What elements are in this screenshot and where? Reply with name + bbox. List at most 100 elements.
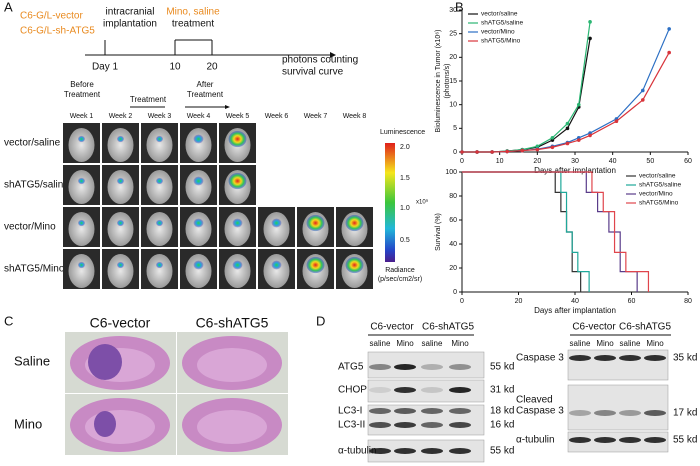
- mouse: [185, 128, 212, 162]
- signal: [78, 261, 85, 269]
- band: [369, 364, 391, 370]
- blot-strip: [367, 379, 485, 403]
- signal: [156, 177, 163, 185]
- y-tick-label: 80: [449, 193, 457, 200]
- tumor: [88, 344, 122, 380]
- mouse: [68, 254, 95, 288]
- marker: [576, 102, 581, 107]
- band: [644, 355, 666, 361]
- column-label: C6-shATG5: [196, 315, 269, 331]
- marker: [588, 36, 592, 41]
- signal: [306, 256, 325, 274]
- marker: [490, 150, 494, 154]
- series-line: [462, 28, 670, 153]
- marker: [641, 88, 645, 93]
- phase-label: Treatment: [130, 95, 167, 104]
- legend-label: shATG5/saline: [639, 182, 682, 189]
- band: [449, 448, 471, 454]
- mouse: [146, 170, 173, 204]
- x-tick-label: 30: [571, 158, 579, 165]
- x-tick-label: 60: [684, 158, 692, 165]
- mouse: [107, 254, 134, 288]
- signal: [232, 260, 243, 270]
- protein-label: α-tubulin: [516, 435, 555, 446]
- cell-line: C6-G/L-sh-ATG5: [20, 26, 95, 37]
- y-tick-label: 20: [449, 54, 457, 61]
- week-label: Week 8: [343, 113, 367, 120]
- band: [594, 410, 616, 416]
- mouse: [263, 254, 290, 288]
- blot-strip: [567, 384, 669, 431]
- protein-label: ATG5: [338, 362, 364, 373]
- mouse: [146, 254, 173, 288]
- band: [369, 387, 391, 393]
- band: [569, 437, 591, 443]
- cell-line: C6-G/L-vector: [20, 11, 83, 22]
- y-tick-label: 10: [449, 102, 457, 109]
- marker: [565, 121, 570, 126]
- mouse: [146, 212, 173, 246]
- signal: [345, 256, 364, 274]
- blot-strip: [567, 431, 669, 453]
- arrowhead: [225, 105, 230, 109]
- panel-letter: C: [4, 313, 13, 328]
- y-tick-label: 5: [453, 125, 457, 132]
- mouse: [107, 170, 134, 204]
- x-tick-label: 40: [571, 298, 579, 305]
- row-label: Saline: [14, 353, 50, 368]
- color-bar: [385, 143, 395, 262]
- band: [394, 422, 416, 428]
- series-line: [462, 52, 670, 153]
- y-tick-label: 30: [449, 7, 457, 14]
- mouse: [263, 212, 290, 246]
- protein-label: Caspase 3: [516, 353, 564, 364]
- mouse: [146, 128, 173, 162]
- protein-label: Caspase 3: [516, 406, 564, 417]
- series-line: [462, 171, 638, 292]
- band: [394, 387, 416, 393]
- week-label: Week 1: [70, 113, 94, 120]
- x-tick-label: 50: [646, 158, 654, 165]
- marker: [550, 145, 555, 150]
- signal: [345, 214, 364, 232]
- band: [421, 448, 443, 454]
- signal: [193, 218, 204, 228]
- legend-label: vector/saline: [639, 173, 676, 180]
- x-tick-label: 20: [515, 298, 523, 305]
- x-axis-label: Days after implantation: [534, 306, 616, 315]
- marker: [565, 141, 570, 146]
- x-tick-label: 0: [460, 298, 464, 305]
- colorbar-unit: Radiance: [385, 267, 415, 274]
- mouse: [224, 212, 251, 246]
- lane-label: Mino: [646, 339, 664, 348]
- colorbar-title: Luminescence: [380, 129, 425, 136]
- size-label: 55 kd: [673, 435, 697, 446]
- band: [369, 408, 391, 414]
- brain-inner: [197, 348, 267, 382]
- series-line: [462, 171, 650, 292]
- signal: [193, 134, 204, 144]
- drug-label: Mino, saline: [166, 7, 220, 18]
- blot-group: C6-vector: [370, 322, 414, 333]
- group-label: shATG5/saline: [4, 180, 69, 191]
- series-line: [462, 171, 590, 292]
- band: [619, 410, 641, 416]
- size-label: 17 kd: [673, 408, 697, 419]
- signal: [193, 260, 204, 270]
- x-axis-label: Days after implantation: [534, 166, 616, 175]
- lane-label: Mino: [451, 339, 469, 348]
- readout-label: survival curve: [282, 67, 344, 78]
- band: [369, 448, 391, 454]
- mouse: [185, 254, 212, 288]
- protein-label: LC3-II: [338, 420, 365, 431]
- band: [594, 437, 616, 443]
- colorbar-scale: x10⁹: [416, 199, 429, 206]
- marker: [535, 144, 540, 149]
- signal: [156, 261, 163, 269]
- band: [644, 410, 666, 416]
- signal: [78, 135, 85, 143]
- legend-label: shATG5/Mino: [481, 38, 521, 45]
- signal: [117, 135, 124, 143]
- phase-label: Before: [70, 80, 94, 89]
- day-label: 20: [206, 62, 218, 73]
